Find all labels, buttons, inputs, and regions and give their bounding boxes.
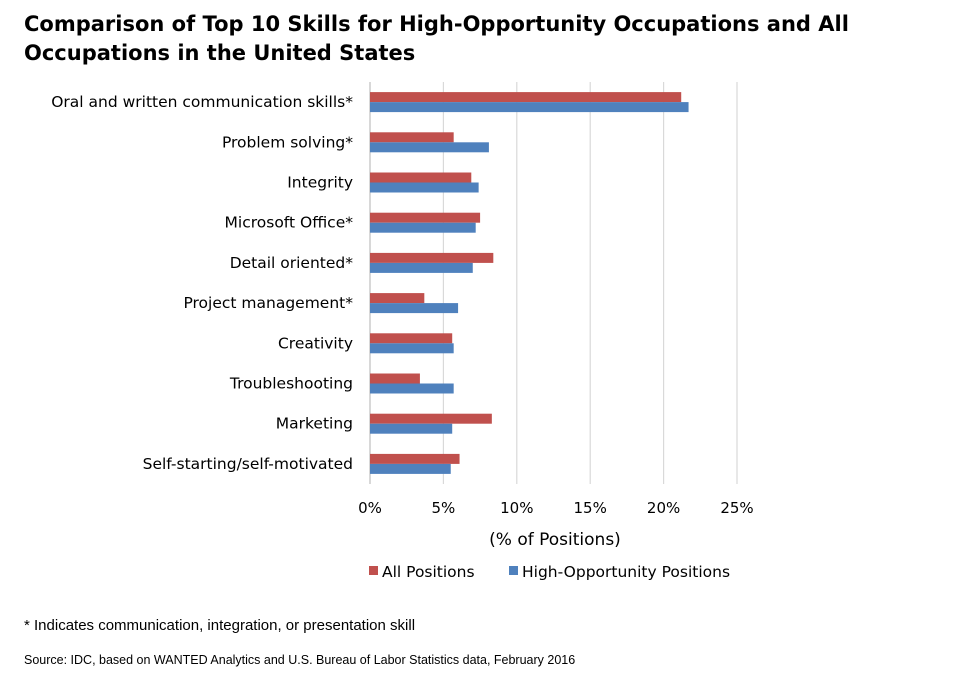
bar-all-positions [370, 172, 472, 183]
x-tick-labels: 0% 5% 10% 15% 20% 25% [358, 499, 754, 517]
bar-all-positions [370, 453, 460, 464]
bar-all-positions [370, 413, 492, 424]
bar-high-opportunity [370, 142, 489, 153]
bar-high-opportunity [370, 182, 479, 193]
footnote: * Indicates communication, integration, … [24, 617, 416, 634]
bar-high-opportunity [370, 383, 454, 394]
chart-title: Comparison of Top 10 Skills for High-Opp… [24, 12, 849, 65]
source-note: Source: IDC, based on WANTED Analytics a… [24, 653, 576, 667]
category-label: Project management* [183, 294, 353, 312]
x-tick-label: 10% [500, 499, 533, 517]
bar-all-positions [370, 92, 682, 103]
x-tick-label: 25% [720, 499, 753, 517]
x-tick-label: 15% [574, 499, 607, 517]
bar-all-positions [370, 212, 481, 223]
bar-high-opportunity [370, 262, 473, 273]
bars [370, 92, 689, 474]
bar-chart: Oral and written communication skills* Pr… [51, 82, 754, 581]
x-axis-label: (% of Positions) [489, 530, 621, 550]
category-label: Oral and written communication skills* [51, 93, 353, 111]
legend-swatch [509, 566, 518, 575]
bar-all-positions [370, 373, 420, 384]
bar-high-opportunity [370, 222, 476, 233]
x-tick-label: 20% [647, 499, 680, 517]
category-label: Integrity [287, 174, 353, 192]
legend-label: All Positions [382, 563, 475, 581]
bar-all-positions [370, 293, 425, 304]
legend-label: High-Opportunity Positions [522, 563, 730, 581]
legend: All Positions High-Opportunity Positions [369, 563, 730, 581]
category-label: Problem solving* [222, 133, 353, 151]
category-labels: Oral and written communication skills* Pr… [51, 93, 353, 473]
category-label: Marketing [276, 415, 353, 433]
category-label: Troubleshooting [229, 375, 353, 393]
category-label: Self-starting/self-motivated [143, 455, 353, 473]
x-tick-label: 5% [432, 499, 456, 517]
legend-swatch [369, 566, 378, 575]
bar-all-positions [370, 132, 454, 143]
bar-high-opportunity [370, 343, 454, 354]
bar-high-opportunity [370, 303, 459, 314]
bar-high-opportunity [370, 463, 451, 474]
bar-all-positions [370, 333, 453, 344]
category-label: Detail oriented* [230, 254, 354, 272]
category-label: Microsoft Office* [225, 214, 354, 232]
bar-all-positions [370, 252, 494, 263]
bar-high-opportunity [370, 102, 689, 113]
bar-high-opportunity [370, 423, 453, 434]
x-tick-label: 0% [358, 499, 382, 517]
category-label: Creativity [278, 334, 353, 352]
